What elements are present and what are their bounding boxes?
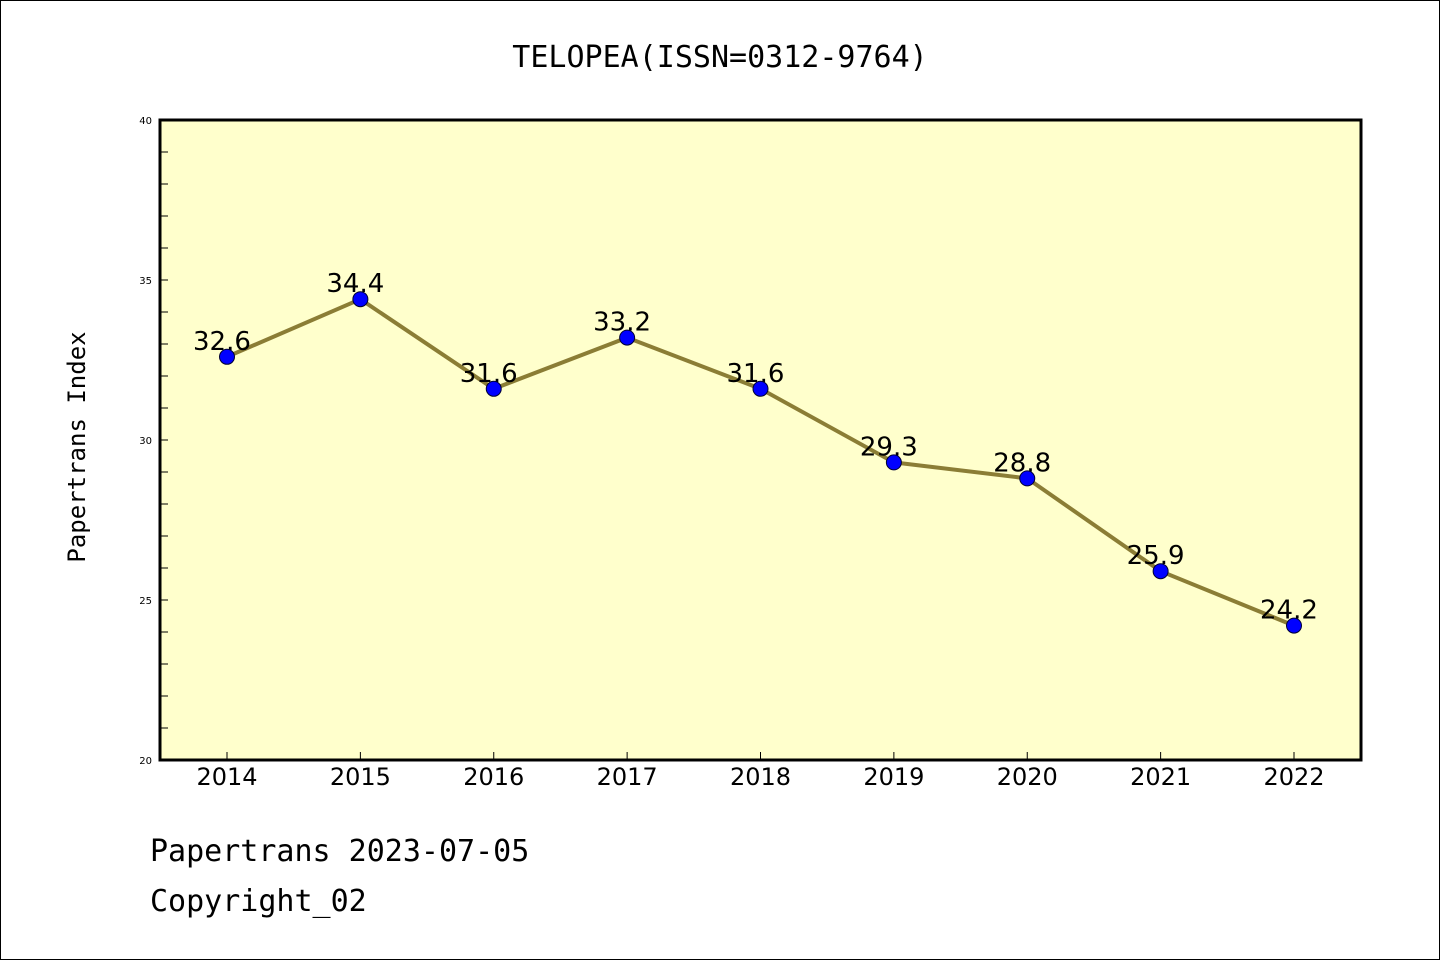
x-tick-label: 2019	[863, 763, 924, 791]
data-point	[752, 380, 769, 397]
data-point	[219, 348, 235, 365]
chart-title: TELOPEA(ISSN=0312-9764)	[512, 40, 927, 75]
footer-copyright: Copyright_02	[150, 884, 367, 919]
footer-date: Papertrans 2023-07-05	[150, 834, 530, 869]
y-tick-label: 35	[139, 276, 152, 287]
x-tick-label: 2016	[463, 763, 524, 791]
y-tick-label: 20	[139, 756, 152, 767]
x-tick-label: 2020	[997, 763, 1058, 791]
x-tick-label: 2014	[196, 763, 257, 791]
data-point	[619, 329, 636, 346]
x-tick-label: 2015	[330, 763, 391, 791]
series-layer: 32.634.431.633.231.629.328.825.924.2	[193, 269, 1318, 634]
x-tick-label: 2017	[597, 763, 658, 791]
y-tick-label: 40	[139, 116, 152, 127]
plot-area	[158, 118, 1363, 762]
x-tick-label: 2021	[1130, 763, 1191, 791]
data-point	[1019, 470, 1036, 487]
data-point	[885, 454, 902, 471]
data-point	[352, 291, 369, 308]
y-axis-title: Papertrans Index	[63, 331, 91, 562]
y-tick-label: 30	[139, 436, 152, 447]
data-point	[1286, 617, 1302, 634]
x-tick-label: 2018	[730, 763, 791, 791]
x-tick-label: 2022	[1263, 763, 1324, 791]
y-axis: 20 25 30 35 40	[139, 116, 168, 767]
y-tick-label: 25	[139, 596, 152, 607]
data-point	[1152, 563, 1169, 580]
x-axis: 2014 2015 2016 2017 2018 2019 2020 2021 2022	[196, 752, 1325, 791]
data-point	[485, 380, 502, 397]
